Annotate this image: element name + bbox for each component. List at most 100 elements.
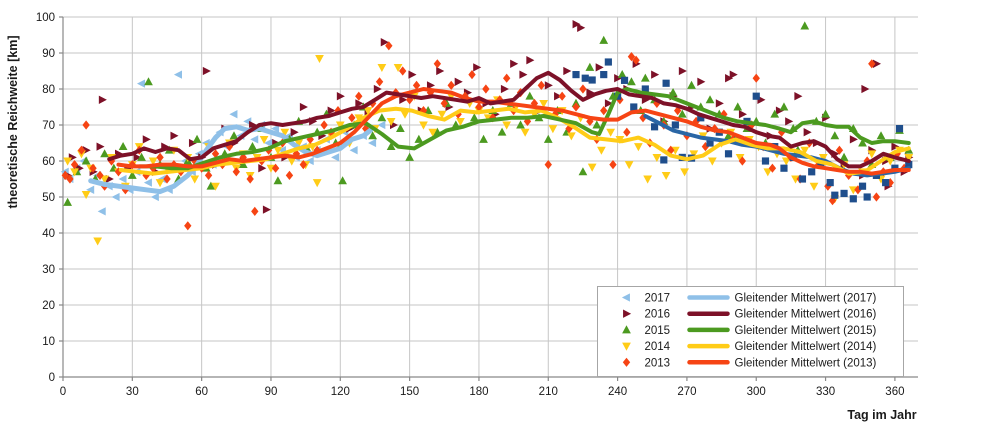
scatter-point-2015 (839, 152, 849, 161)
scatter-point-2013 (768, 163, 777, 173)
scatter-point-2014 (661, 171, 671, 180)
scatter-point-2014 (294, 139, 304, 148)
scatter-point-2013 (572, 102, 580, 112)
scatter-point-2015 (617, 70, 627, 79)
scatter-point-2013 (156, 152, 164, 162)
scatter-point-2014 (634, 143, 643, 152)
scatter-point-unlabeled (882, 179, 890, 187)
scatter-point-2013 (385, 41, 393, 51)
scatter-point-2016 (785, 117, 794, 126)
ma-line-2015 (137, 87, 911, 171)
y-tick-label: 20 (42, 300, 55, 312)
scatter-point-2014 (587, 163, 597, 172)
scatter-point-2013 (627, 52, 636, 62)
scatter-point-2015 (81, 156, 91, 165)
scatter-point-2014 (363, 107, 373, 116)
scatter-point-2017 (264, 138, 273, 148)
scatter-point-2013 (609, 160, 617, 170)
scatter-point-2015 (100, 149, 109, 158)
scatter-point-2017 (250, 135, 259, 144)
scatter-point-2015 (578, 167, 588, 176)
x-axis-title: Tag im Jahr (847, 408, 916, 422)
y-tick-label: 60 (42, 156, 55, 168)
scatter-point-2013 (692, 116, 700, 126)
scatter-point-2017 (111, 192, 120, 202)
scatter-point-2013 (70, 160, 79, 170)
scatter-point-unlabeled (660, 156, 668, 164)
scatter-point-2015 (627, 77, 636, 86)
scatter-point-unlabeled (808, 168, 816, 176)
scatter-point-2013 (653, 98, 661, 108)
scatter-point-2015 (724, 131, 733, 140)
scatter-point-2014 (70, 168, 79, 177)
scatter-point-2015 (127, 170, 137, 179)
scatter-point-2016 (678, 66, 687, 76)
scatter-point-2016 (408, 70, 417, 79)
scatter-point-2017 (305, 156, 314, 166)
scatter-point-2016 (738, 110, 747, 119)
scatter-point-2016 (519, 70, 528, 79)
scatter-point-2016 (891, 142, 900, 151)
x-tick-label: 0 (60, 386, 66, 398)
scatter-point-2014 (548, 125, 558, 134)
scatter-point-unlabeled (650, 123, 659, 131)
series-layer (60, 20, 914, 246)
scatter-point-2015 (858, 138, 867, 147)
scatter-point-unlabeled (641, 85, 649, 93)
scatter-point-2017 (143, 178, 152, 187)
scatter-point-2014 (155, 179, 165, 188)
scatter-point-unlabeled (620, 76, 629, 84)
y-tick-label: 70 (42, 120, 55, 132)
ma-line-unlabeled (643, 114, 911, 178)
scatter-point-2015 (192, 134, 202, 143)
scatter-point-2016 (380, 38, 389, 47)
scatter-point-2014 (735, 153, 745, 162)
scatter-point-2016 (803, 128, 812, 137)
scatter-point-2017 (157, 174, 166, 184)
scatter-point-2013 (868, 59, 876, 69)
legend-year-2015: 2015 (645, 325, 671, 337)
scatter-point-unlabeled (572, 71, 580, 79)
legend: 2017 Gleitender Mittelwert (2017) 2016 Glei… (597, 286, 904, 377)
scatter-point-2017 (86, 185, 95, 194)
scatter-point-2014 (643, 175, 653, 184)
scatter-point-2015 (118, 142, 128, 151)
scatter-point-2013 (579, 84, 587, 94)
scatter-point-2015 (206, 181, 216, 190)
x-tick-label: 300 (747, 386, 766, 398)
scatter-point-2013 (89, 163, 97, 173)
scatter-point-2013 (66, 174, 74, 184)
scatter-point-2014 (287, 157, 297, 166)
legend-ma-label-2017: Gleitender Mittelwert (2017) (735, 293, 877, 305)
scatter-point-2016 (373, 84, 382, 94)
scatter-point-2015 (248, 142, 257, 151)
scatter-point-2014 (689, 150, 699, 159)
scatter-point-2014 (190, 175, 200, 184)
scatter-point-2016 (604, 99, 613, 108)
legend-box (597, 286, 904, 377)
scatter-point-2016 (651, 70, 660, 79)
scatter-point-2015 (396, 124, 405, 133)
scatter-point-2016 (510, 59, 519, 68)
x-tick-label: 60 (195, 386, 208, 398)
x-tick-label: 330 (816, 386, 835, 398)
scatter-point-unlabeled (588, 76, 596, 84)
scatter-point-2016 (336, 92, 345, 101)
scatter-point-2016 (775, 106, 784, 115)
scatter-point-2015 (368, 131, 378, 140)
scatter-point-2013 (632, 55, 640, 65)
scatter-point-2014 (419, 121, 428, 130)
scatter-point-2013 (565, 124, 573, 134)
scatter-point-2014 (437, 110, 447, 119)
scatter-point-2016 (500, 84, 509, 94)
scatter-point-2014 (904, 153, 914, 162)
scatter-point-2014 (312, 179, 322, 188)
tick-labels: 0 10 20 30 40 50 60 70 80 90 100 0 30 60 90 120 150 180 21… (36, 12, 905, 398)
scatter-point-2013 (285, 170, 294, 180)
scatter-point-2013 (246, 174, 254, 184)
scatter-point-2016 (142, 135, 151, 144)
scatter-point-2013 (558, 91, 566, 101)
scatter-point-unlabeled (826, 179, 834, 187)
scatter-point-2015 (876, 131, 886, 140)
